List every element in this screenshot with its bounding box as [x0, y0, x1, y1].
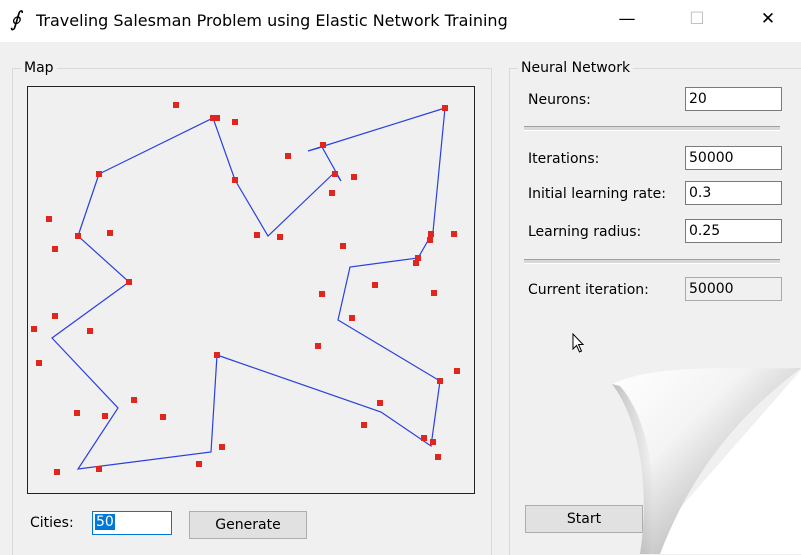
city-point	[415, 255, 421, 261]
city-point	[340, 243, 346, 249]
city-point	[31, 326, 37, 332]
city-point	[427, 237, 433, 243]
city-point	[319, 291, 325, 297]
city-point	[377, 400, 383, 406]
close-button[interactable]: ✕	[760, 9, 776, 29]
learning-rate-input[interactable]: 0.3	[685, 181, 782, 205]
map-group-label: Map	[21, 60, 57, 76]
learning-radius-label: Learning radius:	[528, 224, 642, 240]
city-point	[214, 115, 220, 121]
city-point	[451, 231, 457, 237]
city-point	[126, 279, 132, 285]
maximize-button[interactable]: ☐	[689, 9, 705, 29]
cities-input[interactable]: 50	[92, 511, 172, 535]
city-point	[437, 378, 443, 384]
city-point	[361, 422, 367, 428]
map-group: Map	[12, 60, 492, 555]
city-point	[430, 439, 436, 445]
city-point	[285, 153, 291, 159]
city-point	[87, 328, 93, 334]
learning-radius-input[interactable]: 0.25	[685, 219, 782, 243]
city-point	[214, 352, 220, 358]
tour-path	[51, 107, 446, 470]
city-point	[160, 414, 166, 420]
neurons-input[interactable]: 20	[685, 87, 782, 111]
city-point	[413, 260, 419, 266]
city-point	[454, 368, 460, 374]
separator	[524, 259, 780, 264]
city-point	[435, 454, 441, 460]
minimize-button[interactable]: —	[618, 9, 636, 29]
city-point	[96, 171, 102, 177]
tour-plot	[31, 102, 460, 475]
city-point	[254, 232, 260, 238]
city-point	[431, 290, 437, 296]
city-point	[442, 105, 448, 111]
city-point	[54, 469, 60, 475]
current-iteration-label: Current iteration:	[528, 282, 649, 298]
city-point	[74, 410, 80, 416]
iterations-input[interactable]: 50000	[685, 146, 782, 170]
city-point	[232, 177, 238, 183]
city-point	[52, 313, 58, 319]
learning-rate-label: Initial learning rate:	[528, 186, 666, 202]
window-title: Traveling Salesman Problem using Elastic…	[36, 11, 508, 30]
city-point	[107, 230, 113, 236]
city-point	[315, 343, 321, 349]
neural-network-group-label: Neural Network	[518, 60, 634, 76]
city-point	[46, 216, 52, 222]
city-point	[232, 119, 238, 125]
neurons-label: Neurons:	[528, 92, 591, 108]
integral-icon: ∮	[10, 7, 21, 31]
mouse-cursor-icon	[572, 333, 585, 353]
city-point	[421, 435, 427, 441]
separator	[524, 126, 780, 131]
iterations-label: Iterations:	[528, 151, 600, 167]
city-point	[96, 466, 102, 472]
cities-value: 50	[95, 514, 115, 530]
cities-label: Cities:	[30, 515, 74, 531]
city-point	[52, 246, 58, 252]
city-point	[351, 174, 357, 180]
city-point	[36, 360, 42, 366]
city-point	[102, 413, 108, 419]
city-point	[75, 233, 81, 239]
start-button[interactable]: Start	[525, 505, 643, 533]
city-point	[196, 461, 202, 467]
city-point	[210, 115, 216, 121]
generate-button[interactable]: Generate	[189, 511, 307, 539]
current-iteration-field: 50000	[685, 277, 782, 301]
city-point	[372, 282, 378, 288]
city-point	[428, 231, 434, 237]
title-bar: ∮ Traveling Salesman Problem using Elast…	[0, 0, 801, 42]
city-point	[173, 102, 179, 108]
neural-network-group: Neural Network	[509, 60, 801, 555]
city-point	[332, 171, 338, 177]
city-point	[219, 444, 225, 450]
city-point	[131, 397, 137, 403]
city-point	[320, 142, 326, 148]
city-point	[329, 190, 335, 196]
city-point	[349, 315, 355, 321]
map-canvas	[27, 86, 475, 494]
city-point	[277, 234, 283, 240]
